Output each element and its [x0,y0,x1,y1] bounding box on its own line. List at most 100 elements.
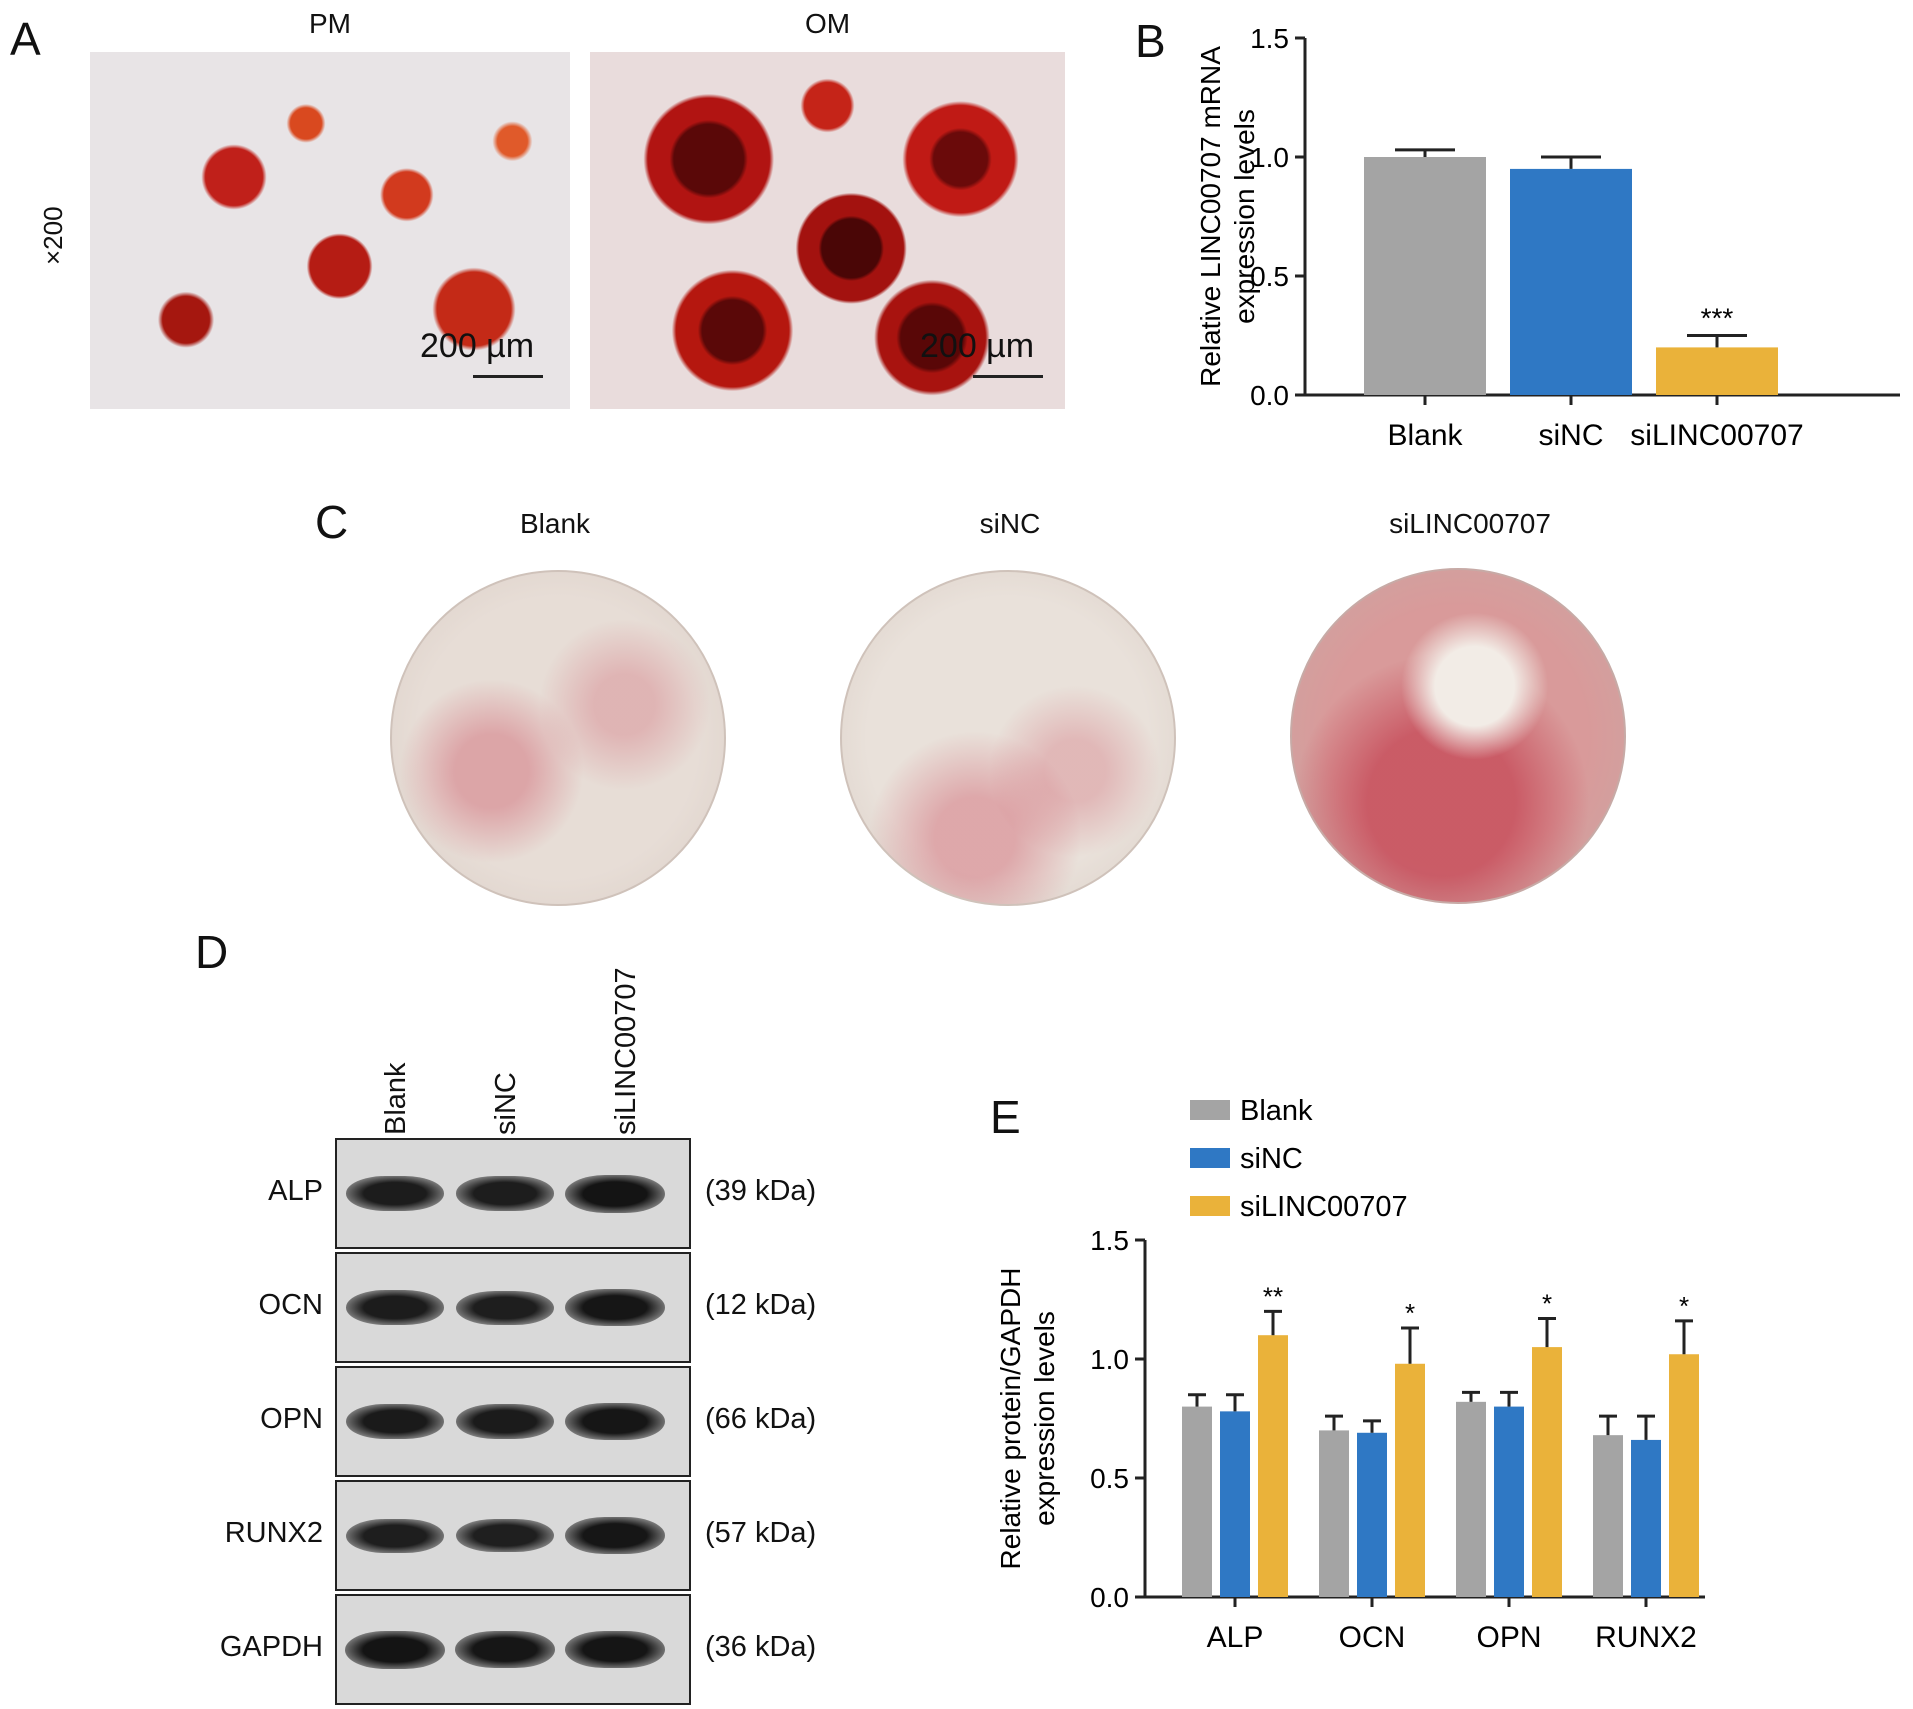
protein-label-alp: ALP [268,1174,323,1207]
x-tick-label: ALP [1207,1621,1264,1654]
y-tick-label: 1.5 [1250,23,1289,54]
y-axis-label-line: expression levels [1229,109,1260,324]
panel-letter-e: E [990,1091,1021,1143]
bar-opn-0 [1456,1401,1486,1597]
dish-label-sinc: siNC [979,508,1041,539]
bar-blank [1364,157,1486,395]
blot-runx2 [335,1480,691,1591]
panel-letter-d: D [195,926,229,978]
blot-ocn [335,1252,691,1363]
panel-letter-c: C [315,496,349,548]
protein-label-runx2: RUNX2 [224,1516,323,1549]
y-tick-label: 1.0 [1250,142,1289,173]
protein-label-ocn: OCN [258,1288,323,1321]
band-alp-lane-1 [346,1176,444,1211]
band-runx2-lane-1 [346,1518,444,1553]
legend-swatch-2 [1190,1196,1230,1216]
kda-label-opn: (66 kDa) [705,1402,817,1435]
legend-label: siNC [1240,1143,1303,1175]
stained-dish-blank [390,570,726,906]
protein-label-gapdh: GAPDH [219,1630,323,1663]
significance-label: *** [1701,303,1734,334]
y-tick-label: 0.5 [1090,1463,1129,1494]
scale-bar-label-pm: 200 µm [420,327,535,365]
kda-label-runx2: (57 kDa) [705,1516,817,1549]
bar-opn-2 [1532,1347,1562,1597]
y-axis-label-line: Relative protein/GAPDH [995,1268,1026,1570]
image-label-om: OM [804,8,851,39]
x-tick-label: RUNX2 [1595,1621,1697,1654]
y-tick-label: 0.0 [1090,1582,1129,1613]
blot-gapdh [335,1594,691,1705]
panel-letter-a: A [10,13,41,65]
dish-label-silinc00707: siLINC00707 [1389,508,1551,539]
scale-bar-pm [473,375,543,378]
y-tick-label: 1.0 [1090,1344,1129,1375]
scale-bar-om [973,375,1043,378]
bar-chart-e: 0.0 0.5 1.0 1.5 Relative protein/GAPDH expres… [995,1095,1705,1654]
protein-label-opn: OPN [260,1402,323,1435]
lane-label-silinc00707: siLINC00707 [610,967,642,1135]
significance-label: * [1405,1298,1415,1328]
x-tick-label: OPN [1476,1621,1541,1654]
micrograph-om: 200 µm [590,52,1065,409]
bar-runx2-0 [1593,1435,1623,1597]
kda-label-ocn: (12 kDa) [705,1288,817,1321]
band-gapdh-lane-2 [455,1630,555,1669]
bar-runx2-1 [1631,1439,1661,1597]
kda-label-gapdh: (36 kDa) [705,1630,817,1663]
band-alp-lane-2 [456,1176,554,1211]
lane-label-sinc: siNC [490,1072,522,1135]
blot-alp [335,1138,691,1249]
bar-alp-0 [1182,1406,1212,1597]
bar-ocn-2 [1395,1363,1425,1597]
stained-dish-silinc00707 [1290,568,1626,904]
x-tick-label: OCN [1339,1621,1406,1654]
legend-label: Blank [1240,1095,1313,1127]
significance-label: * [1542,1289,1552,1319]
band-gapdh-lane-3 [565,1630,665,1669]
y-tick-label: 0.0 [1250,380,1289,411]
stained-dish-sinc [840,570,1176,906]
scale-bar-label-om: 200 µm [920,327,1035,365]
kda-label-alp: (39 kDa) [705,1174,817,1207]
panel-letter-b: B [1135,15,1166,67]
x-tick-label: Blank [1387,419,1463,452]
x-tick-label: siLINC00707 [1630,419,1803,452]
band-ocn-lane-3 [565,1288,665,1327]
band-alp-lane-3 [565,1174,665,1213]
band-opn-lane-2 [455,1403,555,1440]
bar-alp-1 [1220,1411,1250,1597]
band-runx2-lane-2 [456,1518,554,1553]
significance-label: ** [1263,1281,1283,1311]
bar-ocn-0 [1319,1430,1349,1597]
bar-alp-2 [1258,1335,1288,1597]
legend-swatch-1 [1190,1148,1230,1168]
y-axis-label-line: expression levels [1029,1311,1060,1526]
y-axis-label: Relative protein/GAPDH expression levels [995,1268,1060,1570]
image-label-pm: PM [309,8,351,39]
bar-ocn-1 [1357,1432,1387,1597]
magnification-label: ×200 [38,206,68,265]
x-tick-label: siNC [1539,419,1604,452]
band-opn-lane-1 [345,1403,445,1440]
y-axis-label: Relative LINC00707 mRNA expression levels [1195,46,1260,387]
y-tick-label: 0.5 [1250,261,1289,292]
bar-runx2-2 [1669,1354,1699,1597]
blot-opn [335,1366,691,1477]
legend-label: siLINC00707 [1240,1191,1408,1223]
significance-label: * [1679,1291,1689,1321]
band-gapdh-lane-1 [345,1630,445,1669]
legend-swatch-0 [1190,1100,1230,1120]
lane-label-blank: Blank [380,1062,412,1135]
bar-opn-1 [1494,1406,1524,1597]
band-runx2-lane-3 [565,1516,665,1555]
micrograph-pm: 200 µm [90,52,570,409]
y-tick-label: 1.5 [1090,1225,1129,1256]
band-ocn-lane-2 [456,1290,554,1325]
band-opn-lane-3 [565,1402,665,1441]
band-ocn-lane-1 [346,1290,444,1325]
y-axis-label-line: Relative LINC00707 mRNA [1195,46,1226,387]
bar-sinc [1510,168,1632,395]
